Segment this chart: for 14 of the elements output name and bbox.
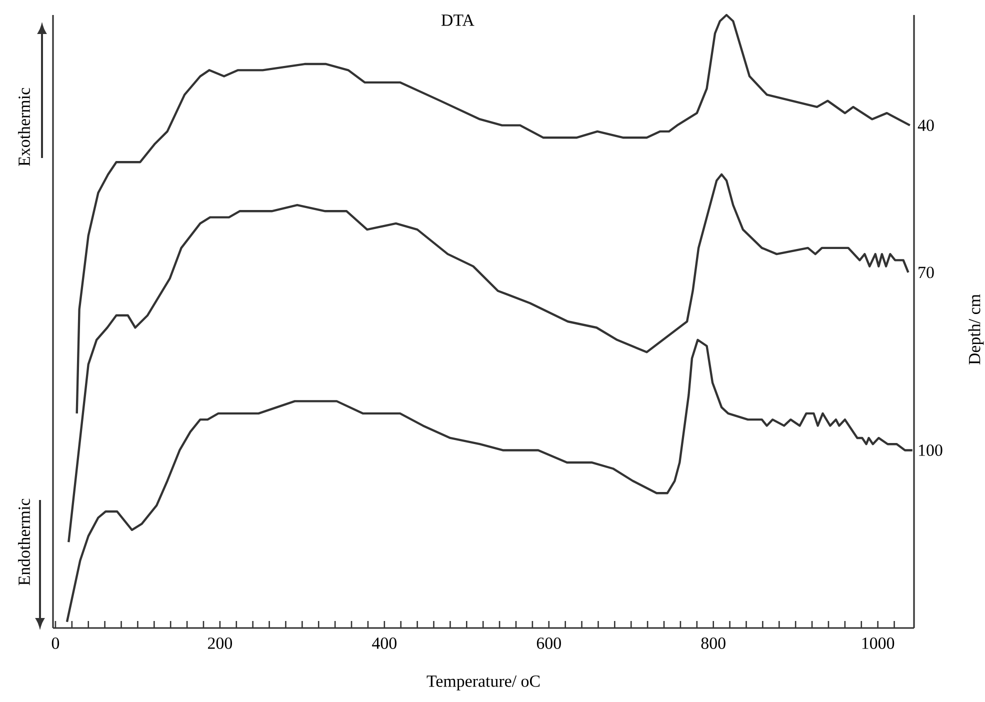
x-axis-title: Temperature/ oC xyxy=(426,676,540,690)
text: Exothermic xyxy=(18,88,30,166)
x-tick-label: 1000 xyxy=(862,638,894,649)
x-tick-label: 0 xyxy=(52,638,60,649)
series-label: 70 xyxy=(918,266,934,278)
x-tick-label: 600 xyxy=(536,638,561,649)
series-label: 100 xyxy=(919,444,942,456)
chart-title: DTA xyxy=(441,14,474,26)
series-label: 40 xyxy=(918,120,934,132)
x-tick-label: 200 xyxy=(208,638,232,649)
y2-axis-title: Depth/ cm xyxy=(968,294,984,365)
x-tick-label: 400 xyxy=(372,638,396,649)
x-tick-label: 800 xyxy=(701,638,726,649)
text: Endothermic xyxy=(18,498,30,586)
